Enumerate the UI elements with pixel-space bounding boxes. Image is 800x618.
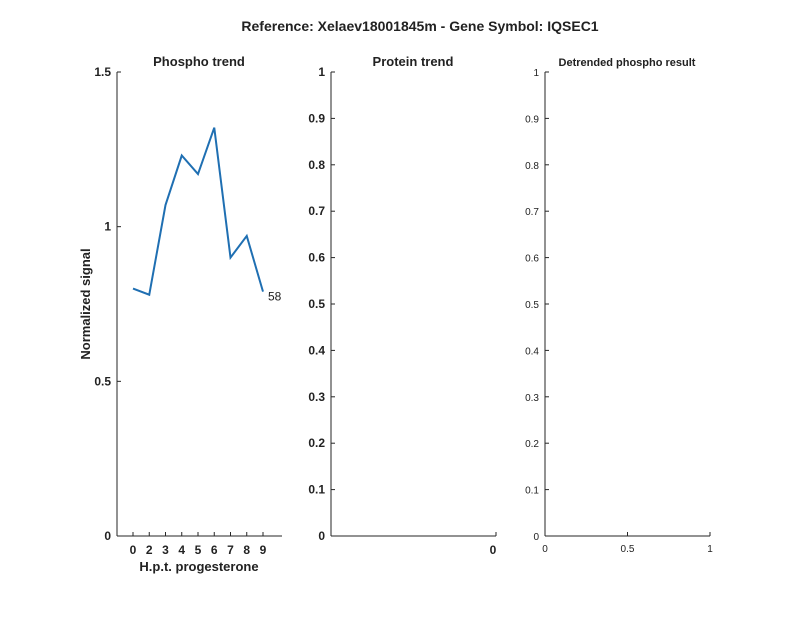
y-tick-label: 0.6	[308, 251, 325, 265]
x-tick-label: 5	[195, 543, 202, 557]
y-tick-label: 0.5	[94, 374, 111, 388]
y-tick-label: 1	[318, 65, 325, 79]
phospho-y-axis-label: Normalized signal	[78, 248, 93, 359]
detrended-phospho-title: Detrended phospho result	[559, 57, 696, 69]
x-tick-label: 0	[130, 543, 137, 557]
y-tick-label: 0.4	[308, 343, 325, 357]
phospho-series-line	[132, 127, 264, 297]
x-tick-label: 0.5	[621, 544, 635, 555]
x-tick-label: 8	[243, 543, 250, 557]
x-tick-label: 7	[227, 543, 234, 557]
y-tick-label: 1	[104, 220, 111, 234]
phospho-x-axis-label: H.p.t. progesterone	[139, 559, 258, 574]
y-tick-label: 0.7	[308, 204, 325, 218]
y-tick-label: 0.3	[525, 393, 539, 404]
y-tick-label: 0.1	[525, 486, 539, 497]
x-tick-label: 9	[260, 543, 267, 557]
y-tick-label: 0.8	[308, 158, 325, 172]
figure-title: Reference: Xelaev18001845m - Gene Symbol…	[241, 18, 598, 34]
y-tick-label: 0	[104, 529, 111, 543]
y-tick-label: 0.8	[525, 161, 539, 172]
x-tick-label: 4	[178, 543, 185, 557]
series-end-label: 58	[268, 290, 282, 304]
protein-trend-title: Protein trend	[373, 54, 454, 69]
y-tick-label: 0.2	[525, 439, 539, 450]
x-tick-label: 0	[490, 543, 497, 557]
x-tick-label: 6	[211, 543, 218, 557]
y-tick-label: 0.9	[308, 111, 325, 125]
y-tick-label: 0.4	[525, 346, 539, 357]
y-tick-label: 0.9	[525, 114, 539, 125]
y-tick-label: 0.3	[308, 390, 325, 404]
y-tick-label: 1.5	[94, 65, 111, 79]
x-tick-label: 1	[707, 544, 713, 555]
y-tick-label: 1	[533, 68, 539, 79]
detrended-phospho-panel: Detrended phospho result 0 0.1 0.2 0.3 0.4 0.…	[525, 57, 713, 555]
y-tick-label: 0.5	[308, 297, 325, 311]
x-tick-label: 3	[162, 543, 169, 557]
y-tick-label: 0	[318, 529, 325, 543]
x-tick-label: 0	[542, 544, 548, 555]
y-tick-label: 0.2	[308, 436, 325, 450]
protein-trend-panel: Protein trend 0 0.1 0.2 0.3 0.4 0.5 0.6 0.7 0.8 0…	[308, 54, 496, 557]
phospho-trend-title: Phospho trend	[153, 54, 245, 69]
y-tick-label: 0.6	[525, 254, 539, 265]
y-tick-label: 0.5	[525, 300, 539, 311]
y-tick-label: 0	[533, 532, 539, 543]
x-tick-label: 2	[146, 543, 153, 557]
y-tick-label: 0.1	[308, 483, 325, 497]
y-tick-label: 0.7	[525, 207, 539, 218]
phospho-trend-panel: Phospho trend H.p.t. progesterone Normal…	[78, 54, 282, 574]
